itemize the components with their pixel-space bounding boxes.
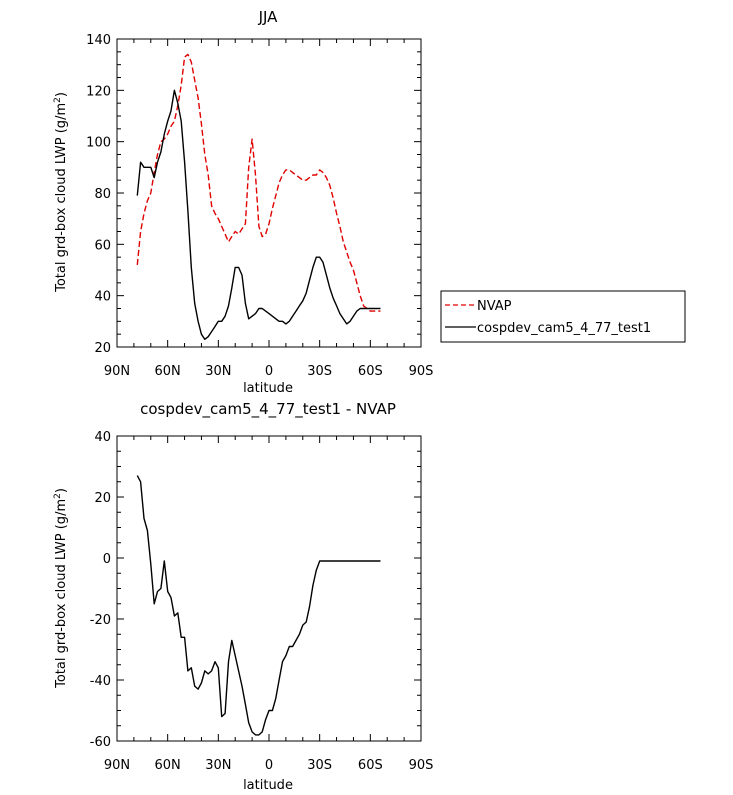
legend-label-model: cospdev_cam5_4_77_test1 [477,321,651,336]
top-y-label-sup: 2 [53,97,63,103]
bottom-y-axis-label: Total grd-box cloud LWP (g/m2) [53,488,69,689]
top-y-label-end: ) [54,92,69,97]
bottom-x-tick-label: 90S [409,758,434,773]
bottom-x-axis-label: latitude [243,778,293,793]
top-y-tick-label: 60 [94,238,111,253]
bottom-y-tick-label: 40 [94,430,111,445]
bottom-y-axis: -60 -40 -20 0 20 40 [90,430,421,750]
bottom-y-tick-label: 0 [103,552,111,567]
top-chart-title: JJA [258,8,279,26]
top-x-tick-label: 90N [104,364,130,379]
legend-label-nvap: NVAP [477,299,512,314]
bottom-x-axis: 90N 60N 30N 0 30S 60S 90S [104,436,434,773]
top-y-axis: 20 40 60 80 100 120 140 [86,33,421,356]
bottom-y-label-sup: 2 [53,493,63,499]
top-series-group [136,53,381,340]
top-x-tick-label: 30N [205,364,231,379]
top-series-line-cospdev-cam5-4-77-test1 [136,89,381,340]
top-y-axis-label: Total grd-box cloud LWP (g/m2) [53,92,69,293]
bottom-x-tick-label: 30N [205,758,231,773]
top-x-tick-label: 90S [409,364,434,379]
bottom-y-tick-label: -40 [90,674,111,689]
bottom-x-tick-label: 90N [104,758,130,773]
top-y-tick-label: 100 [86,136,111,151]
top-x-axis: 90N 60N 30N 0 30S 60S 90S [104,39,434,379]
top-y-tick-label: 40 [94,290,111,305]
top-y-tick-label: 120 [86,84,111,99]
top-x-tick-label: 30S [307,364,332,379]
top-y-tick-label: 80 [94,187,111,202]
top-y-tick-label: 140 [86,33,111,48]
bottom-x-tick-label: 0 [265,758,273,773]
bottom-y-label-end: ) [54,488,69,493]
top-x-axis-label: latitude [243,381,293,396]
bottom-y-tick-label: -20 [90,613,111,628]
top-y-label-main: Total grd-box cloud LWP (g/m [54,103,69,293]
bottom-x-tick-label: 30S [307,758,332,773]
bottom-y-tick-label: -60 [90,735,111,750]
legend: NVAP cospdev_cam5_4_77_test1 [440,290,686,343]
legend-box [440,290,686,343]
bottom-y-label-main: Total grd-box cloud LWP (g/m [54,499,69,689]
bottom-series-group [136,475,381,736]
bottom-panel: cospdev_cam5_4_77_test1 - NVAP -60 -40 -20… [53,400,433,793]
bottom-x-tick-label: 60N [155,758,181,773]
top-x-tick-label: 60S [358,364,383,379]
bottom-y-tick-label: 20 [94,491,111,506]
top-plot-frame [116,38,422,348]
bottom-series-line-0 [136,475,381,736]
bottom-plot-frame [116,435,422,742]
top-x-tick-label: 60N [155,364,181,379]
top-y-tick-label: 20 [94,341,111,356]
top-x-tick-label: 0 [265,364,273,379]
bottom-x-tick-label: 60S [358,758,383,773]
bottom-chart-title: cospdev_cam5_4_77_test1 - NVAP [140,400,396,419]
